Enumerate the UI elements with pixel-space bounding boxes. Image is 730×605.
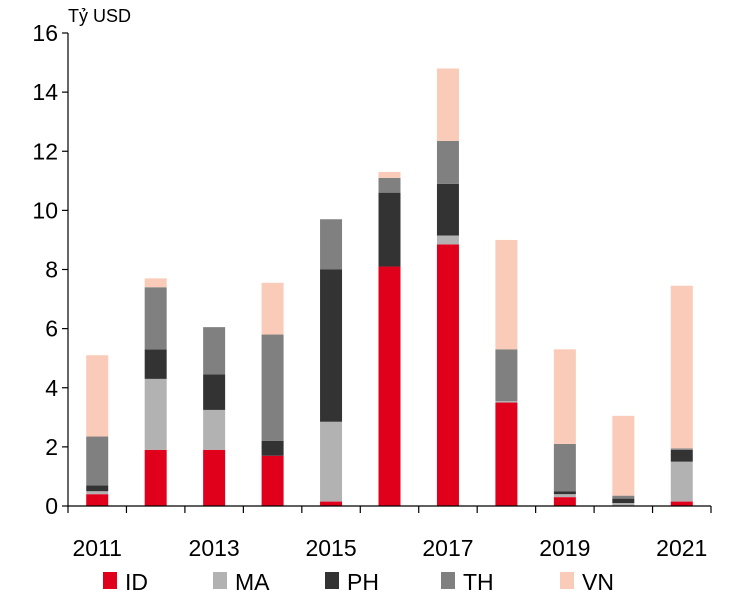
- x-tick-label: 2013: [189, 535, 240, 561]
- bar-2011-VN: [86, 355, 109, 437]
- bar-2019-PH: [553, 491, 576, 495]
- x-axis: 2011 2013 2015 2017 2019 2021: [67, 506, 712, 561]
- legend-swatch-TH: [441, 572, 455, 589]
- bar-2011-MA: [86, 491, 109, 495]
- y-tick-label: 0: [45, 493, 58, 519]
- bar-2021-TH: [670, 448, 693, 450]
- bar-2012-TH: [144, 287, 167, 350]
- bar-2021-MA: [670, 461, 693, 502]
- bar-2013-PH: [203, 374, 226, 410]
- bar-2020-VN: [612, 415, 635, 496]
- bar-2021-ID: [670, 501, 693, 506]
- bar-2014-PH: [261, 440, 284, 456]
- legend-label-PH: PH: [347, 569, 379, 595]
- legend-label-ID: ID: [125, 569, 148, 595]
- legend: ID MA PH TH VN: [103, 569, 614, 595]
- bar-2014-ID: [261, 455, 284, 506]
- bar-2017-TH: [436, 140, 459, 184]
- legend-swatch-VN: [560, 572, 574, 589]
- bar-2016-TH: [378, 177, 401, 193]
- bar-2015-ID: [320, 501, 343, 506]
- y-tick-label: 14: [32, 79, 58, 105]
- x-tick-label: 2011: [72, 535, 121, 561]
- y-tick-label: 4: [45, 375, 58, 401]
- legend-label-VN: VN: [582, 569, 614, 595]
- y-tick-label: 16: [32, 20, 58, 46]
- x-tick-label: 2019: [539, 535, 590, 561]
- bar-2012-PH: [144, 349, 167, 379]
- bar-2020-PH: [612, 498, 635, 504]
- y-tick-label: 2: [45, 434, 58, 460]
- bar-2014-VN: [261, 282, 284, 335]
- y-tick-label: 8: [45, 257, 58, 283]
- bar-2019-ID: [553, 497, 576, 506]
- bar-2013-TH: [203, 327, 226, 375]
- bar-2015-PH: [320, 269, 343, 422]
- bar-2020-TH: [612, 495, 635, 499]
- y-tick-label: 10: [32, 197, 58, 223]
- x-tick-label: 2017: [422, 535, 473, 561]
- bar-2018-VN: [495, 239, 518, 350]
- bar-2013-ID: [203, 449, 226, 506]
- bar-2018-MA: [495, 401, 518, 403]
- bar-2013-MA: [203, 409, 226, 450]
- bar-2011-ID: [86, 494, 109, 506]
- y-tick-label: 6: [45, 316, 58, 342]
- bar-2012-VN: [144, 278, 167, 288]
- bar-2018-TH: [495, 349, 518, 402]
- bar-2021-VN: [670, 285, 693, 449]
- bar-2016-PH: [378, 192, 401, 267]
- bar-2017-VN: [436, 68, 459, 141]
- unit-label: Tỷ USD: [68, 6, 131, 26]
- bar-2019-MA: [553, 494, 576, 498]
- bar-2012-ID: [144, 449, 167, 506]
- bar-2014-TH: [261, 334, 284, 441]
- legend-label-TH: TH: [463, 569, 494, 595]
- y-axis: 0 2 4 6 8 10 12 14 16: [32, 20, 68, 519]
- bar-2015-TH: [320, 219, 343, 270]
- bar-2016-VN: [378, 171, 401, 178]
- bar-2011-TH: [86, 436, 109, 486]
- bar-2019-TH: [553, 443, 576, 492]
- bar-2012-MA: [144, 378, 167, 450]
- x-tick-label: 2015: [305, 535, 356, 561]
- bar-2018-ID: [495, 402, 518, 506]
- bar-2011-PH: [86, 485, 109, 492]
- bar-2017-PH: [436, 183, 459, 236]
- bars: [86, 68, 693, 506]
- bar-2016-ID: [378, 266, 401, 506]
- x-tick-label: 2021: [656, 535, 707, 561]
- axes: [67, 33, 711, 507]
- bar-2015-MA: [320, 421, 343, 502]
- legend-swatch-MA: [213, 572, 227, 589]
- legend-label-MA: MA: [235, 569, 270, 595]
- legend-swatch-PH: [325, 572, 339, 589]
- legend-swatch-ID: [103, 572, 117, 589]
- bar-2017-ID: [436, 244, 459, 506]
- bar-2020-MA: [612, 503, 635, 506]
- y-tick-label: 12: [32, 138, 58, 164]
- bar-2019-VN: [553, 349, 576, 444]
- bar-2017-MA: [436, 235, 459, 245]
- bar-2021-PH: [670, 449, 693, 462]
